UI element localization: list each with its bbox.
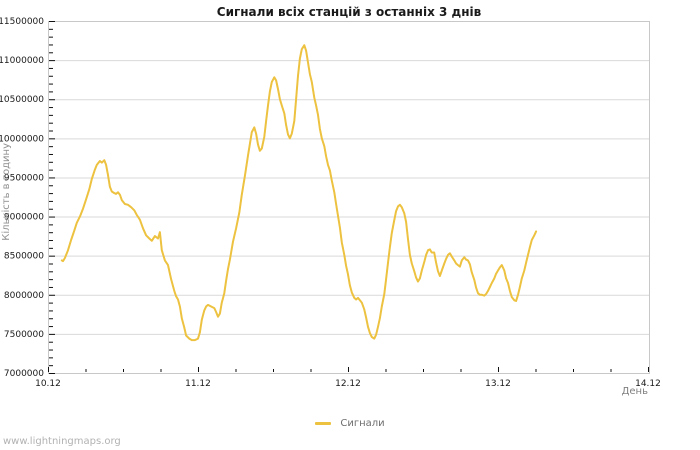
watermark: www.lightningmaps.org — [3, 436, 121, 447]
y-axis-title: Кількість в годину — [1, 143, 12, 241]
x-tick-label: 13.12 — [485, 379, 511, 389]
y-tick-label: 8000000 — [4, 291, 44, 301]
y-tick-label: 9000000 — [4, 213, 44, 223]
y-tick-label: 10000000 — [0, 134, 44, 144]
y-tick-label: 7500000 — [4, 330, 44, 340]
legend-line-swatch — [315, 421, 332, 425]
y-tick-label: 8500000 — [4, 252, 44, 262]
plot-border — [48, 21, 650, 374]
legend: Сигнали — [0, 415, 700, 431]
chart-title: Сигнали всіх станцій з останніх 3 днів — [216, 5, 482, 19]
x-tick-label: 14.12 — [635, 379, 661, 389]
y-tick-label: 11000000 — [0, 56, 44, 66]
y-tick-label: 11500000 — [0, 17, 44, 27]
x-tick-label: 12.12 — [335, 379, 361, 389]
x-tick-label: 11.12 — [185, 379, 211, 389]
legend-series-label: Сигнали — [340, 417, 385, 429]
y-tick-label: 9500000 — [4, 173, 44, 183]
signal-series-line — [60, 44, 538, 342]
y-tick-label: 10500000 — [0, 95, 44, 105]
x-tick-label: 10.12 — [35, 379, 61, 389]
x-axis-title: День — [621, 386, 648, 397]
y-tick-label: 7000000 — [4, 369, 44, 379]
